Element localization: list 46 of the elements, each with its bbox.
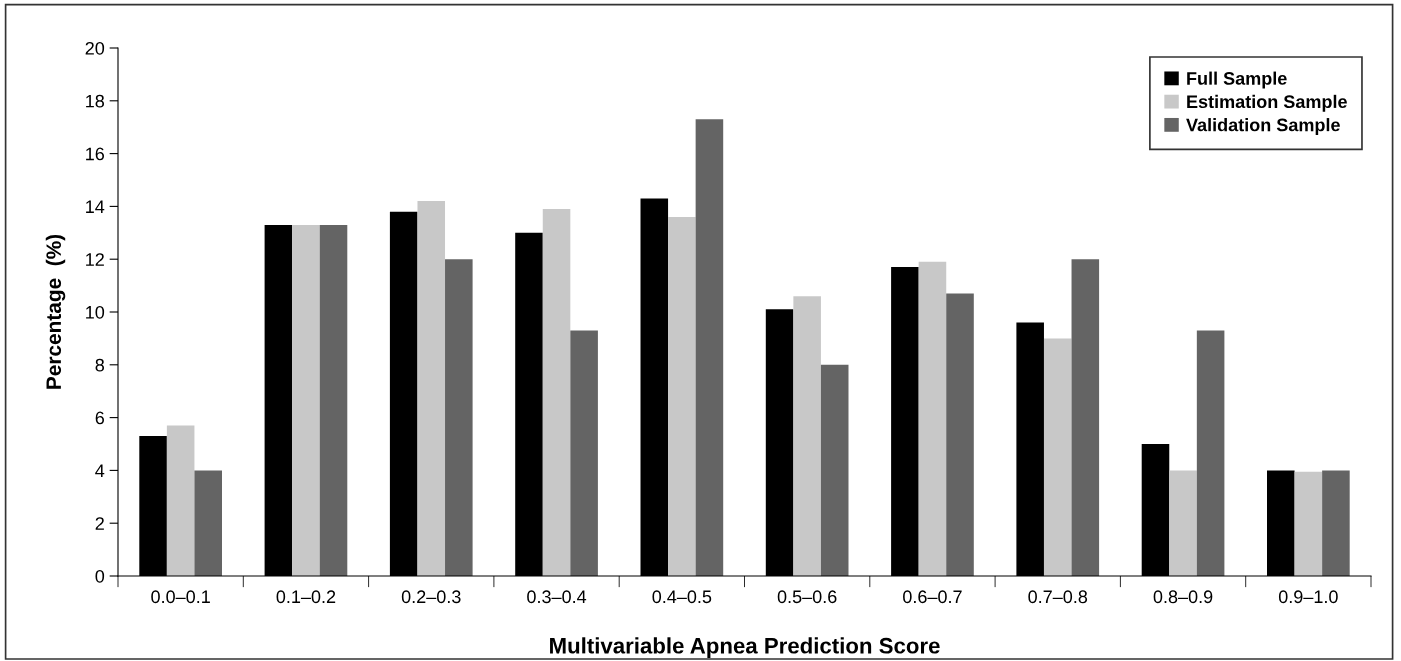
y-tick-label: 10 <box>86 305 105 319</box>
bar <box>1169 470 1197 576</box>
bar <box>1294 471 1323 576</box>
y-tick-label: 2 <box>95 517 104 530</box>
x-tick-label: 0.5–0.6 <box>777 590 837 604</box>
bar <box>417 201 446 576</box>
bar <box>918 261 947 576</box>
bar <box>194 470 222 576</box>
y-tick-label: 8 <box>95 358 105 372</box>
x-tick-label: 0.6–0.7 <box>903 590 962 604</box>
x-tick-label: 0.1–0.2 <box>276 590 336 604</box>
bar <box>1322 470 1350 576</box>
legend-label: Validation Sample <box>1186 118 1340 135</box>
x-tick-label: 0.0–0.1 <box>151 590 210 604</box>
bar <box>292 224 320 576</box>
legend-label: Estimation Sample <box>1187 94 1347 112</box>
bar <box>166 425 195 576</box>
bar <box>695 119 724 576</box>
bar <box>1196 330 1225 576</box>
x-tick-label: 0.2–0.3 <box>401 590 461 604</box>
x-axis-title: Multivariable Apnea Prediction Score <box>550 637 940 658</box>
y-tick-label: 20 <box>85 41 105 55</box>
y-axis-title: Percentage (%) <box>45 234 66 389</box>
y-tick-label: 18 <box>86 94 105 108</box>
x-tick-label: 0.4–0.5 <box>652 590 712 604</box>
bar <box>946 293 974 576</box>
y-tick-label: 0 <box>95 569 105 583</box>
bar <box>445 259 473 576</box>
bar <box>793 296 821 576</box>
legend-label: Full Sample <box>1187 71 1287 89</box>
bar <box>319 224 348 576</box>
x-tick-label: 0.9–1.0 <box>1278 590 1338 604</box>
bar <box>668 216 696 576</box>
bar <box>820 364 849 576</box>
y-tick-label: 14 <box>86 200 105 213</box>
bar <box>570 330 598 576</box>
x-tick-label: 0.7–0.8 <box>1028 590 1088 604</box>
bar <box>1071 259 1100 576</box>
y-tick-label: 12 <box>86 253 104 266</box>
x-tick-label: 0.8–0.9 <box>1153 590 1213 604</box>
bar <box>542 209 571 576</box>
y-tick-label: 6 <box>95 411 105 425</box>
x-tick-label: 0.3–0.4 <box>527 590 587 604</box>
y-tick-label: 4 <box>95 464 105 477</box>
bar <box>1043 338 1072 576</box>
y-tick-label: 16 <box>86 147 105 161</box>
